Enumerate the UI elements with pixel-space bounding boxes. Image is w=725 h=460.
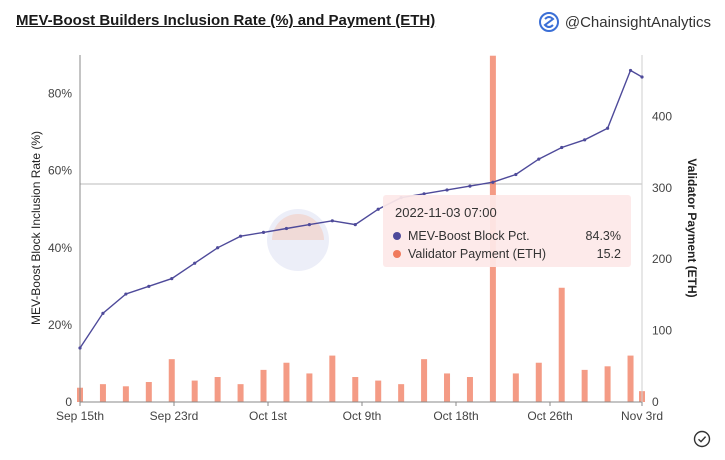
pct-point <box>307 223 311 227</box>
y-tick-label: 60% <box>48 164 72 178</box>
tooltip: 2022-11-03 07:00 MEV-Boost Block Pct. 84… <box>383 195 631 267</box>
chainsight-logo-icon <box>538 12 559 32</box>
brand[interactable]: @ChainsightAnalytics <box>538 12 711 32</box>
pct-point <box>583 138 587 142</box>
pct-point <box>605 126 610 130</box>
y2-tick-label: 0 <box>652 395 659 409</box>
pct-point <box>330 219 334 223</box>
payment-bar <box>237 384 244 402</box>
x-tick-label: Oct 26th <box>527 409 572 423</box>
pct-point <box>422 192 426 196</box>
legend-dot-pct <box>393 232 401 240</box>
pct-point <box>468 184 472 188</box>
y-tick-label: 20% <box>48 318 72 332</box>
y-axis-label: MEV-Boost Block Inclusion Rate (%) <box>29 131 43 325</box>
pct-point <box>101 311 105 315</box>
pct-point <box>170 277 174 281</box>
payment-bar <box>466 377 473 402</box>
check-circle-icon[interactable] <box>693 430 711 448</box>
x-tick-label: Sep 23rd <box>150 409 199 423</box>
payment-bar <box>558 287 565 402</box>
pct-point <box>628 68 633 73</box>
payment-bar <box>604 366 611 402</box>
tooltip-label: MEV-Boost Block Pct. <box>408 229 530 243</box>
payment-bar <box>168 359 175 402</box>
pct-point <box>147 284 151 288</box>
payment-bar <box>398 384 405 402</box>
pct-point <box>353 223 357 227</box>
x-tick-label: Oct 9th <box>343 409 382 423</box>
pct-point <box>491 180 495 184</box>
payment-bar <box>283 362 290 402</box>
payment-bar <box>581 369 588 402</box>
payment-bar <box>375 380 382 402</box>
pct-point <box>238 234 243 238</box>
y2-tick-label: 400 <box>652 109 672 123</box>
pct-point <box>514 172 518 177</box>
tooltip-value: 84.3% <box>585 229 621 243</box>
legend-dot-payment <box>393 250 401 258</box>
y-tick-label: 0 <box>65 395 72 409</box>
payment-bar <box>535 362 542 402</box>
payment-bar <box>306 373 313 402</box>
pct-point <box>124 292 128 296</box>
x-tick-label: Sep 15th <box>56 409 104 423</box>
payment-bar <box>329 355 336 402</box>
x-tick-label: Oct 1st <box>249 409 288 423</box>
payment-bar <box>421 359 428 402</box>
tooltip-value: 15.2 <box>596 247 621 261</box>
y-tick-label: 40% <box>48 241 72 255</box>
pct-point <box>560 145 564 150</box>
y2-axis-label: Validator Payment (ETH) <box>685 158 699 297</box>
y2-tick-label: 100 <box>652 324 672 338</box>
x-tick-label: Oct 18th <box>433 409 478 423</box>
y2-tick-label: 300 <box>652 181 672 195</box>
pct-point <box>537 157 541 161</box>
pct-point <box>193 261 197 265</box>
brand-label: @ChainsightAnalytics <box>564 13 711 31</box>
pct-point <box>376 207 380 211</box>
y-tick-label: 80% <box>48 87 72 101</box>
payment-bar <box>122 386 129 402</box>
payment-bar <box>352 377 359 402</box>
payment-bar <box>214 377 221 402</box>
payment-bar <box>260 369 267 402</box>
payment-bar <box>99 384 106 402</box>
payment-bar <box>627 355 634 402</box>
payment-bar <box>512 373 519 402</box>
tooltip-label: Validator Payment (ETH) <box>408 247 547 261</box>
pct-point <box>640 75 644 79</box>
y2-tick-label: 200 <box>652 252 672 266</box>
payment-bar <box>191 380 198 402</box>
tooltip-time: 2022-11-03 07:00 <box>395 205 497 220</box>
pct-point <box>445 188 449 192</box>
payment-bar <box>145 382 152 402</box>
payment-bar <box>444 373 451 402</box>
tooltip-row-pct: MEV-Boost Block Pct. 84.3% <box>393 229 621 243</box>
pct-point <box>78 346 82 350</box>
tooltip-row-payment: Validator Payment (ETH) 15.2 <box>393 247 621 261</box>
pct-point <box>284 226 289 231</box>
pct-point <box>261 230 266 234</box>
pct-point <box>216 246 220 250</box>
series-line-mev-boost-block-pct <box>79 69 643 349</box>
x-tick-label: Nov 3rd <box>621 409 663 423</box>
chart-title: MEV-Boost Builders Inclusion Rate (%) an… <box>16 12 436 29</box>
